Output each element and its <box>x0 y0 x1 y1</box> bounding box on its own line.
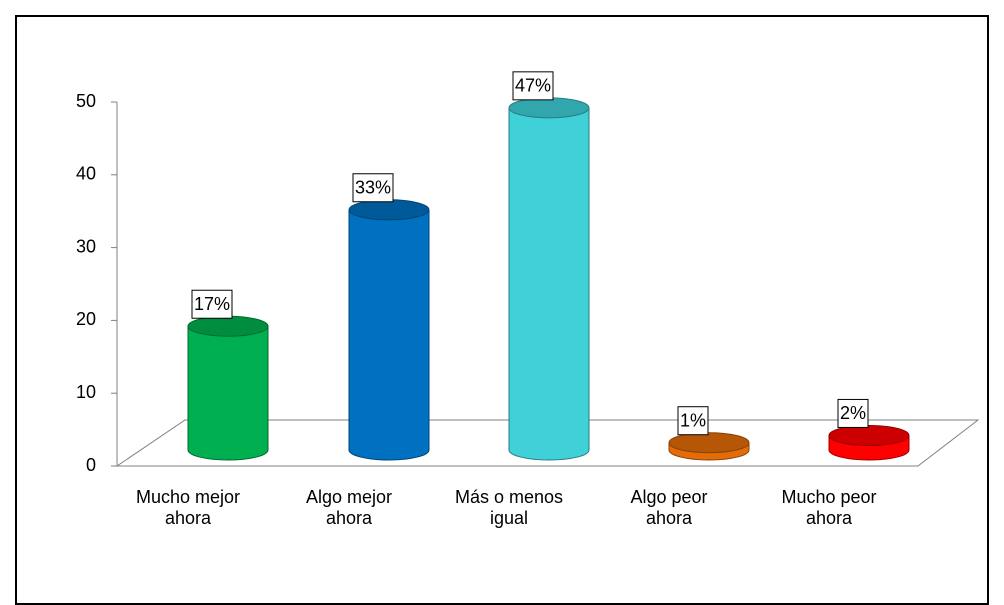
y-tick-label: 20 <box>76 309 96 329</box>
data-label-box <box>352 173 394 203</box>
bar <box>349 209 429 450</box>
data-label-box <box>512 71 554 101</box>
y-tick-label: 10 <box>76 382 96 402</box>
data-label: 33% <box>355 178 391 198</box>
bar-top <box>187 315 269 337</box>
x-tick-label: Más o menos igual <box>454 487 564 528</box>
floor <box>115 419 980 467</box>
y-tick-label: 0 <box>86 455 96 475</box>
bar-top <box>348 199 430 221</box>
data-label: 47% <box>515 76 551 96</box>
data-label-box <box>191 289 233 319</box>
y-tick-label: 40 <box>76 164 96 184</box>
data-label: 1% <box>680 410 706 430</box>
data-label: 17% <box>194 294 230 314</box>
x-tick-label: Mucho mejor ahora <box>135 487 241 528</box>
bar-top <box>508 97 590 119</box>
data-label-box <box>837 398 869 428</box>
x-tick-label: Algo peor ahora <box>630 487 708 528</box>
data-label-box <box>677 406 709 436</box>
bar <box>188 326 268 450</box>
y-tick-label: 30 <box>76 236 96 256</box>
bar-top <box>668 432 750 454</box>
y-tick-label: 50 <box>76 91 96 111</box>
bar <box>509 107 589 450</box>
x-tick-label: Algo mejor ahora <box>305 487 393 528</box>
x-tick-label: Mucho peor ahora <box>781 487 877 528</box>
bar-top <box>828 424 910 446</box>
data-label: 2% <box>840 403 866 423</box>
